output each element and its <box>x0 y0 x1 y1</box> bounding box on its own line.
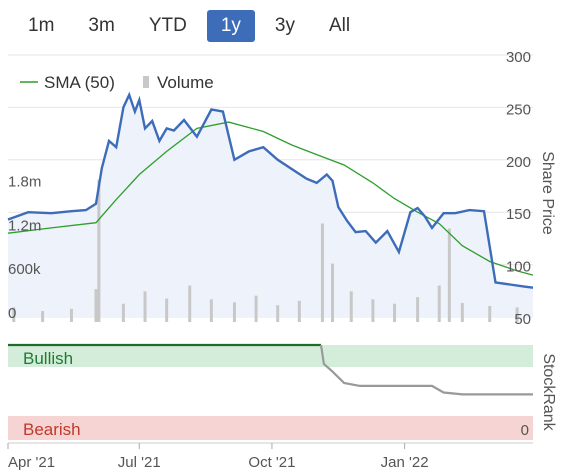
volume-bar <box>416 297 420 322</box>
volume-bar <box>143 291 147 322</box>
price-series-line <box>7 91 534 289</box>
volume-bar <box>209 299 213 322</box>
time-range-selector: 1m 3m YTD 1y 3y All <box>14 10 364 42</box>
chart-legend: SMA (50) Volume <box>20 73 214 92</box>
volume-bar <box>254 295 258 322</box>
volume-bar <box>331 263 335 322</box>
stockrank-axis-title: StockRank <box>540 353 557 431</box>
range-button-1y[interactable]: 1y <box>206 10 255 42</box>
volume-legend-label: Volume <box>157 73 214 92</box>
volume-bar <box>232 302 236 322</box>
x-axis: Apr '21 Jul '21 Oct '21 Jan '22 <box>7 442 533 471</box>
volume-bar <box>349 291 353 322</box>
x-tick-label: Oct '21 <box>248 454 295 471</box>
volume-bars <box>12 179 519 322</box>
x-tick-label: Apr '21 <box>8 454 55 471</box>
stockrank-line <box>319 344 533 396</box>
volume-bar <box>276 305 280 322</box>
volume-bar <box>97 179 101 322</box>
volume-bar <box>188 285 192 322</box>
volume-bar <box>165 298 169 322</box>
bearish-band <box>8 416 533 440</box>
price-tick-label: 100 <box>506 259 531 276</box>
range-button-3y[interactable]: 3y <box>274 15 295 36</box>
bullish-band <box>8 345 533 367</box>
stockrank-panel: Bullish Bearish 0 StockRank <box>8 343 557 440</box>
volume-bar <box>94 289 98 322</box>
volume-tick-label: 0 <box>8 305 16 322</box>
stockrank-tick-label: 0 <box>521 422 529 439</box>
volume-tick-label: 1.2m <box>8 217 41 234</box>
axis-labels: 50 100 150 200 250 300 1.8m 1.2m 600k 0 Share Pric… <box>8 49 556 328</box>
volume-bar <box>447 228 451 322</box>
volume-bar <box>69 308 73 322</box>
volume-tick-label: 1.8m <box>8 174 41 191</box>
volume-bar <box>297 300 301 322</box>
price-tick-label: 200 <box>506 154 531 171</box>
range-button-ytd[interactable]: YTD <box>148 15 187 36</box>
volume-bar <box>437 285 441 322</box>
volume-bar <box>41 311 45 322</box>
volume-bar <box>121 303 125 322</box>
volume-bar <box>393 303 397 322</box>
price-area-fill <box>8 94 533 317</box>
volume-bar <box>488 305 492 322</box>
x-tick-label: Jul '21 <box>118 454 161 471</box>
volume-bar <box>320 223 324 322</box>
volume-bar <box>12 307 16 322</box>
price-tick-label: 50 <box>514 311 531 328</box>
range-button-1m[interactable]: 1m <box>28 15 55 36</box>
price-axis-title: Share Price <box>539 151 556 235</box>
price-tick-label: 250 <box>506 101 531 118</box>
volume-bar <box>371 299 375 322</box>
volume-bar <box>515 307 519 322</box>
sma-series-line <box>7 121 534 276</box>
price-tick-label: 150 <box>506 206 531 223</box>
bearish-label: Bearish <box>23 420 81 439</box>
sma-legend-label: SMA (50) <box>44 73 115 92</box>
volume-bar <box>460 303 464 322</box>
range-button-all[interactable]: All <box>328 15 351 36</box>
price-tick-label: 300 <box>506 49 531 66</box>
x-tick-label: Jan '22 <box>381 454 429 471</box>
range-button-3m[interactable]: 3m <box>88 15 115 36</box>
volume-tick-label: 600k <box>8 261 41 278</box>
bullish-label: Bullish <box>23 349 73 368</box>
volume-legend-swatch <box>143 76 149 88</box>
